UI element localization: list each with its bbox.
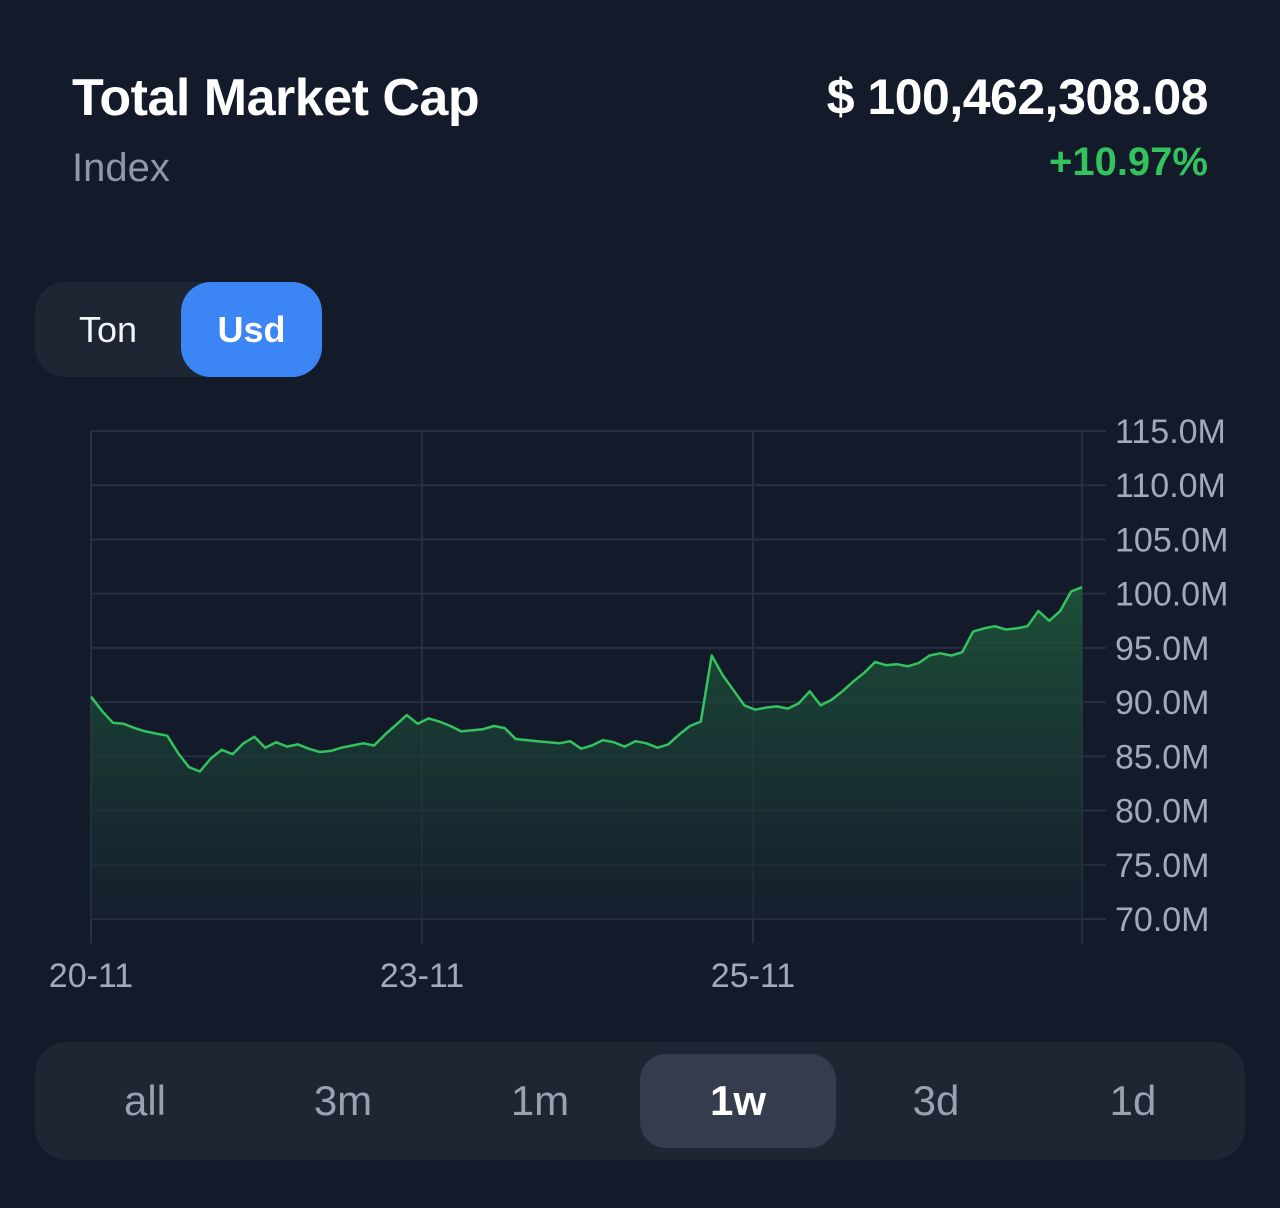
y-tick-label: 80.0M <box>1115 793 1210 831</box>
y-tick-label: 95.0M <box>1115 630 1210 668</box>
market-cap-chart[interactable]: 115.0M 110.0M 105.0M 100.0M 95.0M 90.0M 85.0M 8… <box>0 400 1280 1010</box>
currency-option-ton[interactable]: Ton <box>78 309 138 350</box>
page-subtitle: Index <box>72 146 170 190</box>
current-price: $ 100,462,308.08 <box>826 69 1209 125</box>
chart-series-line <box>90 586 1083 773</box>
price-change-percent: +10.97% <box>1048 140 1208 184</box>
range-3d[interactable]: 3d <box>912 1077 960 1124</box>
y-tick-label: 90.0M <box>1115 684 1210 722</box>
y-tick-label: 70.0M <box>1115 901 1210 939</box>
range-3m[interactable]: 3m <box>313 1077 373 1124</box>
x-axis-labels: 20-11 23-11 25-11 <box>49 957 795 995</box>
range-1m[interactable]: 1m <box>510 1077 570 1124</box>
y-tick-label: 100.0M <box>1115 576 1228 614</box>
chart-svg: 115.0M 110.0M 105.0M 100.0M 95.0M 90.0M 85.0M 8… <box>49 413 1229 995</box>
y-axis-labels: 115.0M 110.0M 105.0M 100.0M 95.0M 90.0M 85.0M 8… <box>1115 413 1228 939</box>
currency-option-usd[interactable]: Usd <box>181 282 322 377</box>
y-tick-label: 75.0M <box>1115 847 1210 885</box>
time-range-selector: all 3m 1m 1w 3d 1d <box>35 1042 1245 1160</box>
range-1w[interactable]: 1w <box>640 1054 836 1148</box>
header: Total Market Cap Index $ 100,462,308.08 … <box>72 62 1209 202</box>
currency-toggle: Ton Usd <box>35 282 322 377</box>
range-all[interactable]: all <box>123 1077 167 1124</box>
range-1d[interactable]: 1d <box>1109 1077 1157 1124</box>
y-tick-label: 110.0M <box>1115 467 1226 505</box>
chart-area-fill <box>91 587 1082 919</box>
x-tick-label: 20-11 <box>49 957 133 995</box>
y-tick-label: 105.0M <box>1115 521 1228 559</box>
y-tick-label: 115.0M <box>1115 413 1226 451</box>
x-tick-label: 23-11 <box>380 957 464 995</box>
y-tick-label: 85.0M <box>1115 738 1210 776</box>
page-title: Total Market Cap <box>72 69 480 127</box>
x-tick-label: 25-11 <box>711 957 795 995</box>
